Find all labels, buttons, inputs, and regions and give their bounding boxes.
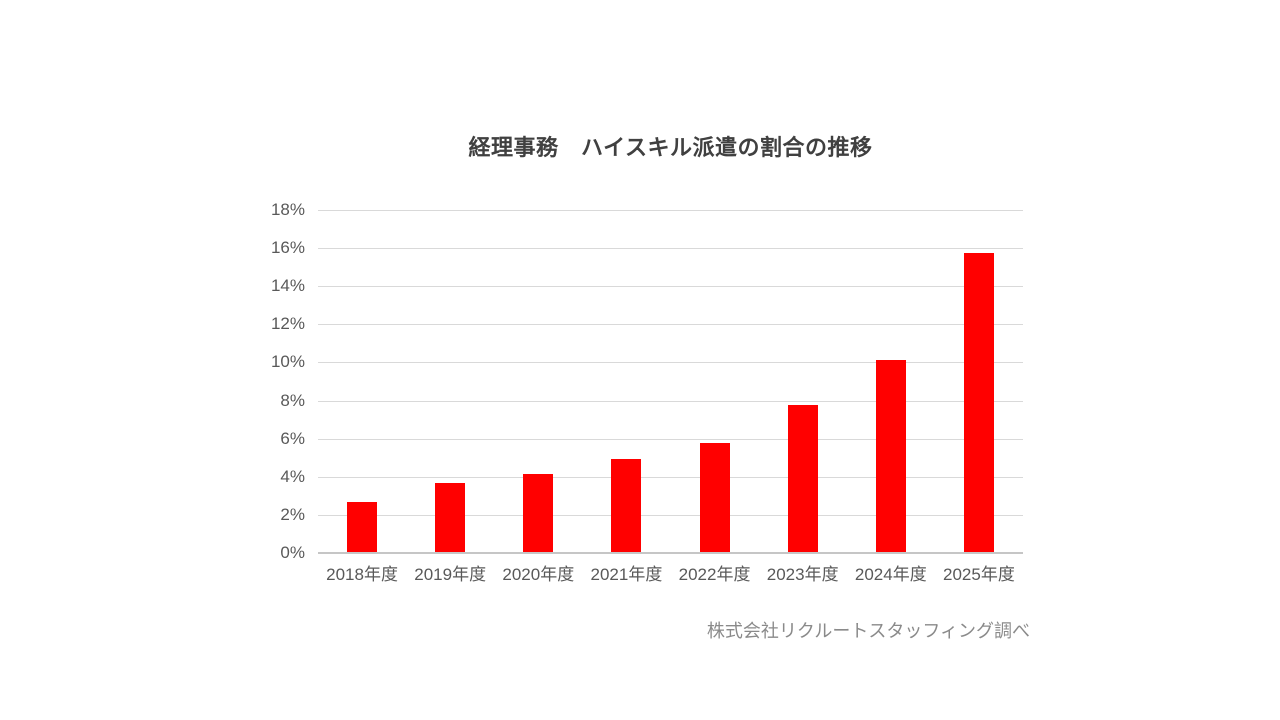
plot-area — [318, 210, 1023, 554]
y-tick-label-14%: 14% — [270, 276, 305, 296]
x-axis: 2018年度 2019年度 2020年度 2021年度 2022年度 2023年度 2024… — [318, 563, 1023, 589]
y-tick-label-6%: 6% — [280, 428, 305, 448]
gridline-2% — [318, 514, 1023, 516]
chart-title: 経理事務 ハイスキル派遣の割合の推移 — [468, 135, 873, 160]
x-tick-label-2024年度: 2024年度 — [854, 565, 927, 584]
bar-2024年度 — [875, 359, 906, 552]
x-tick-label-2022年度: 2022年度 — [678, 565, 751, 584]
x-axis-line — [318, 552, 1023, 554]
gridline-4% — [318, 476, 1023, 478]
gridline-18% — [318, 210, 1023, 211]
bar-2019年度 — [435, 483, 466, 552]
x-tick-label-2020年度: 2020年度 — [502, 565, 575, 584]
bar-2023年度 — [787, 405, 818, 552]
gridline-8% — [318, 400, 1023, 402]
x-tick-label-2023年度: 2023年度 — [766, 565, 839, 584]
y-axis: 0% 2% 4% 6% 8% 10% 12% 14% 16% 18% — [240, 201, 305, 562]
gridline-6% — [318, 438, 1023, 440]
x-tick-label-2025年度: 2025年度 — [943, 565, 1015, 584]
y-tick-label-2%: 2% — [280, 504, 305, 524]
gridline-14% — [318, 286, 1023, 288]
gridline-16% — [318, 248, 1023, 250]
bar-2018年度 — [347, 502, 378, 552]
x-tick-label-2019年度: 2019年度 — [414, 565, 487, 584]
bar-2020年度 — [523, 473, 554, 552]
y-tick-label-0%: 0% — [280, 543, 305, 562]
y-tick-label-8%: 8% — [280, 390, 305, 410]
x-tick-label-2018年度: 2018年度 — [326, 565, 398, 584]
bar-2025年度 — [963, 252, 994, 552]
y-tick-label-12%: 12% — [270, 314, 305, 334]
y-tick-label-16%: 16% — [270, 238, 305, 258]
y-tick-label-4%: 4% — [280, 466, 305, 486]
y-tick-label-18%: 18% — [270, 200, 305, 219]
gridline-10% — [318, 362, 1023, 364]
gridline-12% — [318, 324, 1023, 326]
source-note: 株式会社リクルートスタッフィング調べ — [706, 621, 1030, 641]
bar-2021年度 — [611, 458, 642, 552]
bar-2022年度 — [699, 443, 730, 552]
y-tick-label-10%: 10% — [270, 352, 305, 372]
x-tick-label-2021年度: 2021年度 — [590, 565, 663, 584]
